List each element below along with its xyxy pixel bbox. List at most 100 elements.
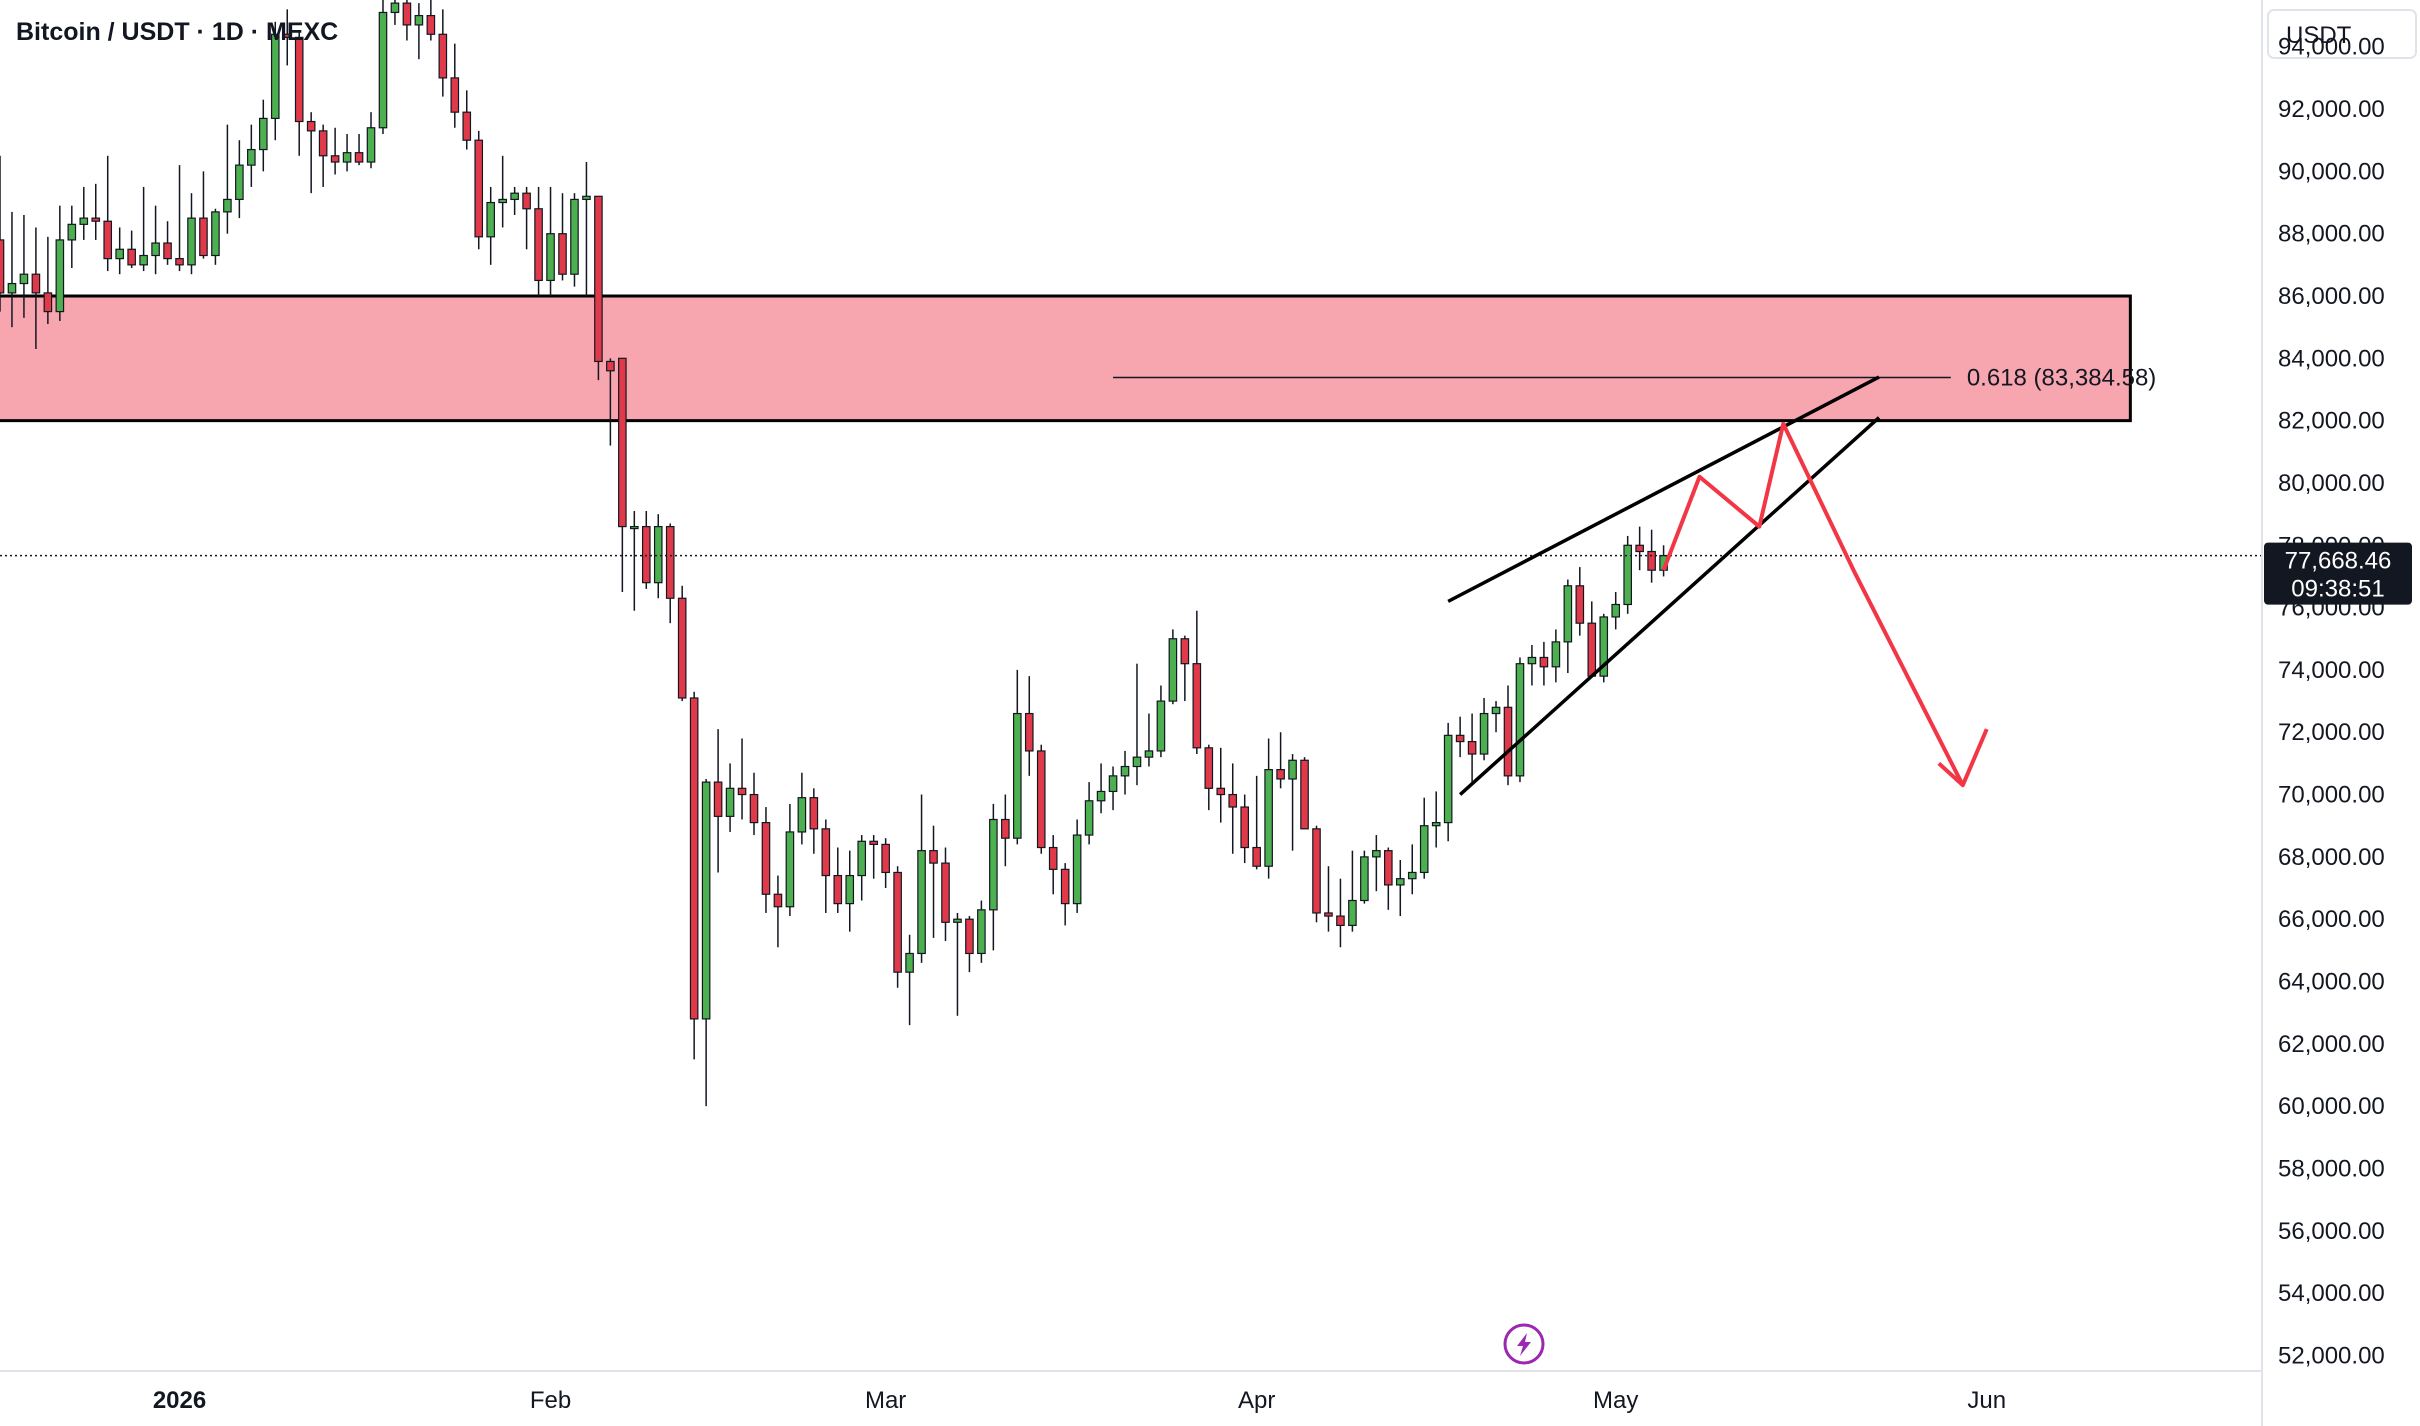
candle[interactable] <box>1467 740 1477 755</box>
candle[interactable] <box>701 781 711 1020</box>
candle[interactable] <box>713 781 723 817</box>
candle[interactable] <box>893 871 902 973</box>
candle[interactable] <box>510 192 519 201</box>
candle[interactable] <box>869 840 878 846</box>
candle[interactable] <box>606 360 615 372</box>
candle[interactable] <box>761 821 771 895</box>
candle[interactable] <box>1228 793 1238 808</box>
candle[interactable] <box>426 14 436 35</box>
candle[interactable] <box>1360 856 1369 902</box>
candle[interactable] <box>43 292 53 313</box>
candle[interactable] <box>1647 550 1656 571</box>
candle[interactable] <box>127 248 136 266</box>
candle[interactable] <box>115 248 124 260</box>
candle[interactable] <box>1587 622 1597 677</box>
candle[interactable] <box>1084 800 1094 836</box>
candle[interactable] <box>641 525 651 584</box>
resistance-zone[interactable] <box>0 294 2132 423</box>
candle[interactable] <box>1180 638 1190 665</box>
candle[interactable] <box>55 239 65 313</box>
candle[interactable] <box>558 233 567 275</box>
candle[interactable] <box>1611 603 1621 618</box>
candle[interactable] <box>1276 769 1285 780</box>
candle[interactable] <box>737 787 747 796</box>
wedge-upper-line[interactable] <box>1447 375 1880 603</box>
candle[interactable] <box>1024 712 1034 752</box>
candle[interactable] <box>306 120 316 132</box>
candle[interactable] <box>1635 544 1644 553</box>
candle[interactable] <box>809 797 819 830</box>
candle[interactable] <box>522 192 531 210</box>
candle[interactable] <box>247 148 256 166</box>
candle[interactable] <box>7 282 17 294</box>
candle[interactable] <box>1192 663 1202 749</box>
candle[interactable] <box>330 155 340 163</box>
candle[interactable] <box>318 130 328 157</box>
candle[interactable] <box>1108 775 1118 793</box>
candle[interactable] <box>689 697 699 1020</box>
candle[interactable] <box>31 273 41 294</box>
candle[interactable] <box>1372 850 1381 858</box>
candle[interactable] <box>1252 846 1261 867</box>
candle[interactable] <box>1419 825 1429 874</box>
candle[interactable] <box>1096 790 1106 802</box>
candle[interactable] <box>989 818 998 911</box>
candle[interactable] <box>1144 750 1154 758</box>
candle[interactable] <box>594 195 603 363</box>
forecast-path[interactable] <box>1661 421 1965 787</box>
candle[interactable] <box>1156 700 1166 752</box>
candle[interactable] <box>139 254 148 266</box>
candle[interactable] <box>630 525 639 530</box>
candle[interactable] <box>1539 656 1549 668</box>
candle[interactable] <box>414 14 424 26</box>
candle[interactable] <box>570 198 579 275</box>
candle[interactable] <box>845 874 855 905</box>
candle[interactable] <box>235 164 244 201</box>
candle[interactable] <box>151 242 160 257</box>
candle[interactable] <box>582 195 591 201</box>
candle[interactable] <box>1072 834 1082 905</box>
currency-selector[interactable] <box>2267 9 2417 59</box>
candle[interactable] <box>462 111 472 141</box>
candle[interactable] <box>175 258 184 266</box>
candle[interactable] <box>618 357 627 528</box>
candle[interactable] <box>1599 616 1609 677</box>
candle[interactable] <box>1036 750 1046 849</box>
candle[interactable] <box>19 273 29 285</box>
candle[interactable] <box>677 597 687 699</box>
candle[interactable] <box>1204 747 1214 789</box>
candle[interactable] <box>1336 915 1345 927</box>
candle[interactable] <box>773 893 783 908</box>
candle[interactable] <box>1324 912 1333 917</box>
candle[interactable] <box>546 233 555 282</box>
candle[interactable] <box>1264 769 1273 867</box>
candle[interactable] <box>1575 585 1585 624</box>
candle[interactable] <box>1503 706 1513 777</box>
candle[interactable] <box>438 33 448 79</box>
candle[interactable] <box>797 797 807 833</box>
candle[interactable] <box>294 36 304 123</box>
candle[interactable] <box>270 33 280 120</box>
candle[interactable] <box>917 850 926 955</box>
candle[interactable] <box>187 217 196 266</box>
candle[interactable] <box>941 862 950 923</box>
candle[interactable] <box>1527 656 1537 665</box>
candle[interactable] <box>354 152 364 163</box>
candle[interactable] <box>1060 868 1070 905</box>
lightning-icon[interactable] <box>1503 1323 1545 1365</box>
candle[interactable] <box>785 831 795 908</box>
candle[interactable] <box>91 217 101 222</box>
candle[interactable] <box>977 909 986 955</box>
candle[interactable] <box>857 840 867 877</box>
candle[interactable] <box>223 198 232 213</box>
candle[interactable] <box>211 211 220 257</box>
candle[interactable] <box>1012 712 1022 839</box>
candle[interactable] <box>163 242 172 260</box>
candle[interactable] <box>390 2 400 14</box>
candle[interactable] <box>821 828 831 877</box>
candle[interactable] <box>1515 663 1525 777</box>
candle[interactable] <box>749 793 759 824</box>
candle[interactable] <box>1240 806 1250 849</box>
candle[interactable] <box>534 208 543 282</box>
